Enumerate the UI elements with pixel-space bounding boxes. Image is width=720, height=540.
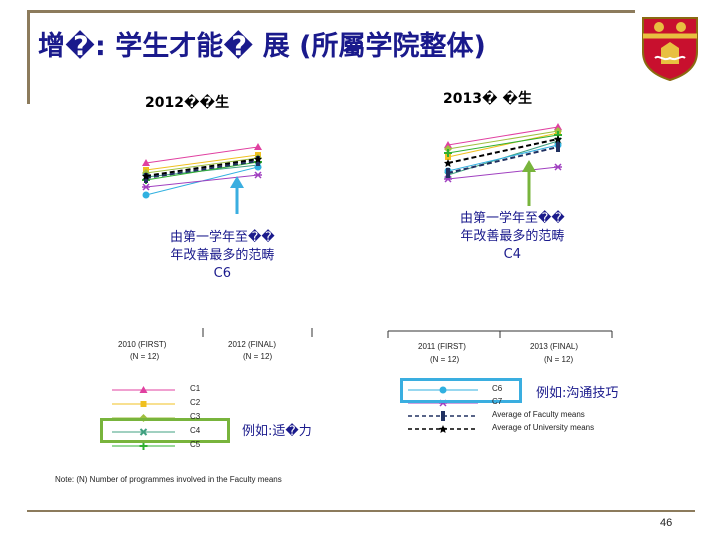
page-number: 46	[660, 517, 673, 529]
left-series-line-8	[145, 158, 259, 177]
left-series-line-7	[145, 160, 259, 179]
left-legend-label-2: C3	[190, 412, 201, 421]
right-arrow-head	[522, 160, 536, 172]
right-series-line-7	[447, 146, 559, 174]
left-point-start-5	[142, 191, 150, 199]
left-legend-marker-1	[140, 401, 147, 407]
right-legend-marker-0	[439, 386, 447, 394]
left-callout-box	[100, 418, 230, 443]
right-series-line-0	[447, 126, 559, 146]
right-point-start-7	[446, 168, 450, 178]
left-legend-marker-3	[139, 428, 148, 436]
slide-frame-left	[27, 10, 30, 104]
left-legend-label-0: C1	[190, 384, 201, 393]
right-note-line1: 由第一学年至��	[460, 211, 565, 226]
left-legend-marker-0	[139, 386, 148, 393]
right-point-start-8	[444, 159, 452, 167]
right-point-start-4	[444, 149, 452, 157]
right-point-end-6	[554, 163, 562, 171]
right-point-start-0	[444, 141, 452, 148]
left-legend-marker-4	[139, 442, 148, 450]
left-series-line-0	[145, 146, 259, 164]
right-series-line-1	[447, 132, 559, 158]
left-series-line-2	[145, 157, 259, 174]
right-series-line-2	[447, 130, 559, 150]
left-series-line-4	[145, 161, 259, 181]
right-callout-text: 例如:沟通技巧	[536, 386, 619, 401]
slide-frame-top	[27, 10, 635, 13]
left-chart-note: 由第一学年至�� 年改善最多的范畴 C6	[170, 229, 275, 283]
left-point-end-8	[254, 155, 262, 163]
left-legend-label-3: C4	[190, 426, 201, 435]
left-arrow-head	[230, 176, 244, 188]
left-legend-label-4: C5	[190, 440, 201, 449]
left-point-start-8	[142, 172, 150, 180]
right-series-line-5	[447, 144, 559, 172]
right-series-line-8	[447, 138, 559, 164]
right-chart-heading: 2013� �生	[443, 91, 533, 107]
right-legend-marker-2	[441, 411, 445, 421]
right-axis-end-label: 2013 (FINAL)	[530, 342, 579, 351]
left-note-line2: 年改善最多的范畴	[170, 248, 275, 263]
university-crest-logo	[642, 17, 698, 82]
left-point-start-0	[142, 159, 150, 166]
right-legend-label-0: C6	[492, 384, 503, 393]
right-legend-label-2: Average of Faculty means	[492, 410, 585, 419]
left-chart-heading: 2012��生	[145, 95, 230, 111]
right-legend-label-3: Average of University means	[492, 423, 595, 432]
slide-title: 增�: 学生才能� 展 (所屬学院整体)	[38, 31, 486, 62]
left-axis-start-n: (N = 12)	[130, 352, 160, 361]
left-axis-end-n: (N = 12)	[243, 352, 273, 361]
right-point-end-7	[556, 142, 560, 152]
left-note-line1: 由第一学年至��	[170, 230, 275, 245]
right-legend-label-1: C7	[492, 397, 503, 406]
right-callout-box	[400, 378, 522, 403]
left-point-end-6	[254, 171, 262, 179]
right-note-line2: 年改善最多的范畴	[460, 229, 565, 244]
right-point-end-8	[554, 135, 562, 143]
slide-frame-bottom	[27, 510, 695, 512]
right-axis-end-n: (N = 12)	[544, 355, 574, 364]
left-legend-label-1: C2	[190, 398, 201, 407]
right-series-line-6	[447, 166, 559, 180]
right-note-line3: C4	[503, 247, 522, 262]
right-chart-note: 由第一学年至�� 年改善最多的范畴 C4	[460, 210, 565, 264]
left-axis-end-label: 2012 (FINAL)	[228, 340, 277, 349]
left-axis-start-label: 2010 (FIRST)	[118, 340, 167, 349]
footnote: Note: (N) Number of programmes involved …	[55, 475, 282, 484]
right-legend-marker-3	[439, 425, 447, 433]
left-point-end-0	[254, 143, 262, 150]
left-series-line-1	[145, 154, 259, 171]
right-axis-start-n: (N = 12)	[430, 355, 460, 364]
right-series-line-4	[447, 134, 559, 154]
right-point-end-0	[554, 123, 562, 130]
right-axis-start-label: 2011 (FIRST)	[418, 342, 466, 351]
left-callout-text: 例如:适�力	[242, 424, 312, 439]
left-point-start-6	[142, 183, 150, 191]
left-note-line3: C6	[213, 266, 232, 281]
left-series-line-6	[145, 174, 259, 188]
